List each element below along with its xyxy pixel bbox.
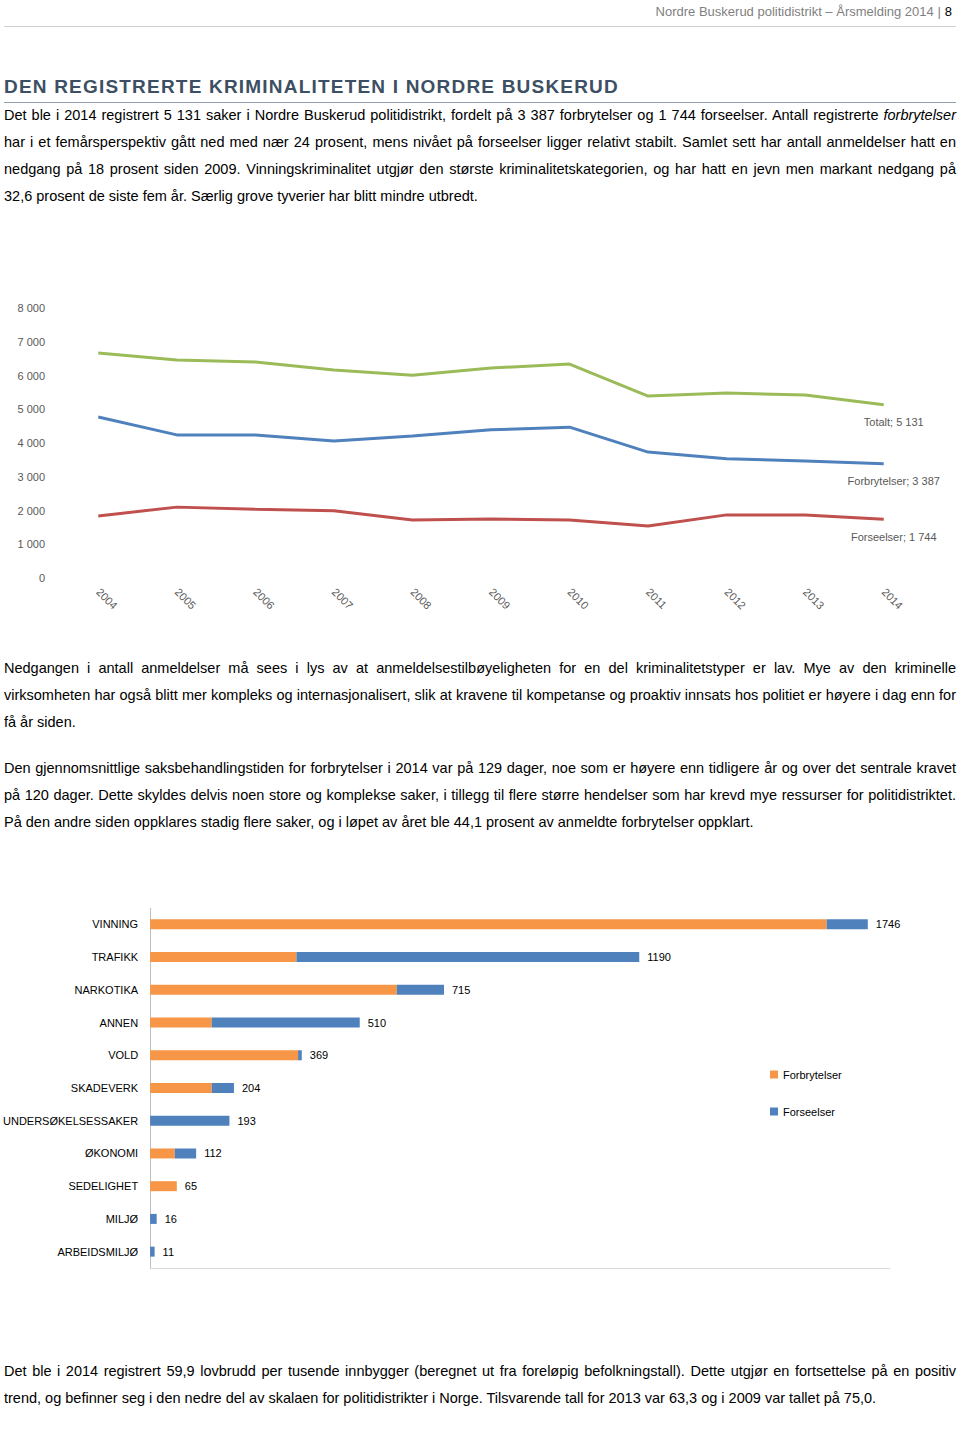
- svg-text:204: 204: [242, 1082, 260, 1094]
- svg-text:2009: 2009: [487, 586, 513, 612]
- svg-text:Forbrytelser: Forbrytelser: [783, 1069, 842, 1081]
- svg-text:715: 715: [452, 984, 470, 996]
- svg-text:2 000: 2 000: [17, 505, 45, 517]
- svg-text:TRAFIKK: TRAFIKK: [92, 951, 139, 963]
- svg-text:2013: 2013: [801, 586, 827, 612]
- svg-text:65: 65: [185, 1180, 197, 1192]
- svg-text:369: 369: [310, 1049, 328, 1061]
- svg-text:2010: 2010: [565, 586, 591, 612]
- svg-text:ØKONOMI: ØKONOMI: [85, 1147, 138, 1159]
- svg-text:5 000: 5 000: [17, 403, 45, 415]
- html-text:Nedgangen i antall anmeldelser: Nedgangen i antall anmeldelser må sees i…: [4, 660, 956, 730]
- svg-text:2014: 2014: [879, 586, 905, 612]
- svg-text:2004: 2004: [94, 586, 120, 612]
- html-text:Det ble i 2014 registrert 5 13: Det ble i 2014 registrert 5 131 saker i …: [4, 107, 956, 123]
- svg-text:6 000: 6 000: [17, 370, 45, 382]
- svg-text:MILJØ: MILJØ: [106, 1213, 139, 1225]
- svg-text:1 000: 1 000: [17, 538, 45, 550]
- html-text:Det ble i 2014 registrert 59,9: Det ble i 2014 registrert 59,9 lovbrudd …: [4, 1363, 956, 1406]
- svg-text:1746: 1746: [876, 918, 900, 930]
- svg-text:SKADEVERK: SKADEVERK: [71, 1082, 139, 1094]
- svg-text:193: 193: [237, 1115, 255, 1127]
- svg-text:2012: 2012: [722, 586, 748, 612]
- svg-text:ANNEN: ANNEN: [100, 1017, 139, 1029]
- svg-text:2008: 2008: [408, 586, 434, 612]
- svg-text:Forseelser: Forseelser: [783, 1106, 835, 1118]
- svg-text:2011: 2011: [644, 586, 669, 611]
- svg-text:Forbrytelser; 3 387: Forbrytelser; 3 387: [848, 475, 940, 487]
- svg-text:UNDERSØKELSESSAKER: UNDERSØKELSESSAKER: [3, 1115, 138, 1127]
- svg-text:VINNING: VINNING: [92, 918, 138, 930]
- svg-text:1190: 1190: [647, 951, 671, 963]
- svg-text:2006: 2006: [251, 586, 277, 612]
- svg-text:510: 510: [368, 1017, 386, 1029]
- svg-text:7 000: 7 000: [17, 336, 45, 348]
- svg-text:NARKOTIKA: NARKOTIKA: [75, 984, 139, 996]
- svg-text:ARBEIDSMILJØ: ARBEIDSMILJØ: [57, 1246, 138, 1258]
- svg-text:8 000: 8 000: [17, 302, 45, 314]
- svg-text:11: 11: [163, 1246, 174, 1258]
- svg-text:Forseelser; 1 744: Forseelser; 1 744: [851, 531, 937, 543]
- svg-text:2007: 2007: [330, 586, 356, 612]
- html-text:Den gjennomsnittlige saksbehan: Den gjennomsnittlige saksbehandlingstide…: [4, 760, 956, 830]
- svg-text:3 000: 3 000: [17, 471, 45, 483]
- svg-text:112: 112: [204, 1147, 222, 1159]
- svg-text:Totalt; 5 131: Totalt; 5 131: [864, 416, 924, 428]
- svg-text:2005: 2005: [173, 586, 199, 612]
- svg-text:SEDELIGHET: SEDELIGHET: [68, 1180, 138, 1192]
- svg-text:VOLD: VOLD: [108, 1049, 138, 1061]
- html-text:DEN REGISTRERTE KRIMINALITETEN: DEN REGISTRERTE KRIMINALITETEN I NORDRE …: [4, 76, 619, 97]
- svg-text:16: 16: [165, 1213, 177, 1225]
- html-text:Nordre Buskerud politidistrikt: Nordre Buskerud politidistrikt – Årsmeld…: [655, 4, 952, 19]
- html-text:har i et femårsperspektiv gått: har i et femårsperspektiv gått ned med n…: [4, 134, 956, 204]
- svg-text:0: 0: [39, 572, 45, 584]
- svg-text:4 000: 4 000: [17, 437, 45, 449]
